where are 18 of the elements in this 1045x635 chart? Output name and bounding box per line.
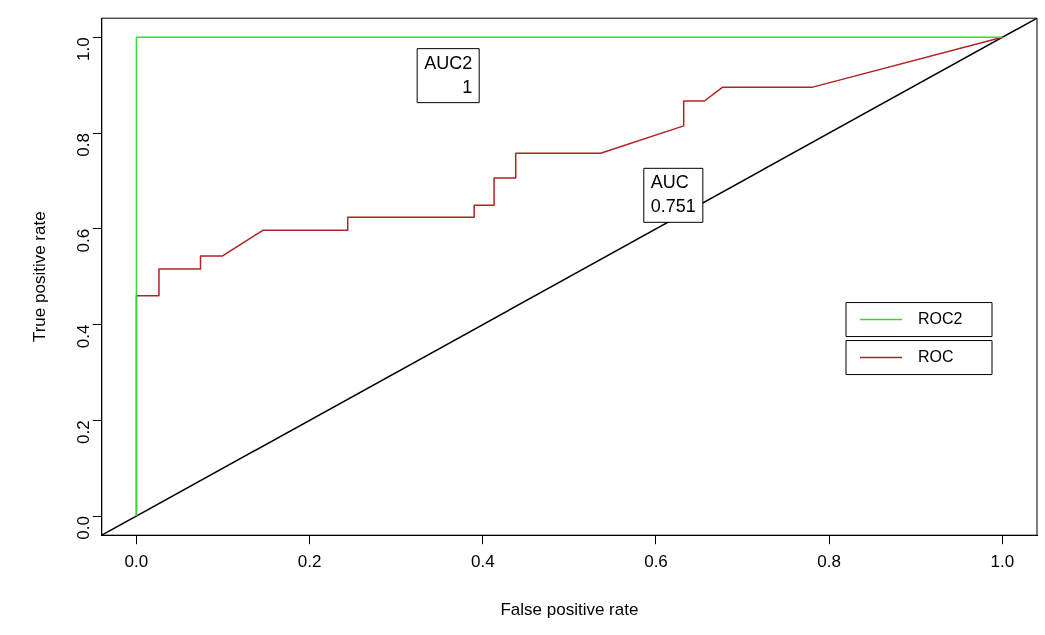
- x-tick-label: 0.2: [297, 552, 322, 572]
- y-tick-label: 0.8: [74, 133, 94, 157]
- y-tick-label: 0.6: [74, 228, 94, 253]
- x-tick-label: 0.4: [470, 552, 495, 572]
- y-tick-label: 0.0: [74, 516, 94, 540]
- annotation: AUC 0.751: [650, 172, 696, 217]
- y-tick-label: 1.0: [74, 37, 94, 61]
- x-tick-label: 0.8: [817, 552, 841, 572]
- annotation: AUC2 1: [424, 52, 473, 97]
- legend-label: ROC2: [918, 309, 963, 327]
- y-axis-title: True positive rate: [29, 211, 49, 343]
- y-tick-label: 0.2: [74, 420, 94, 444]
- x-tick-label: 0.0: [124, 552, 149, 572]
- x-tick-label: 0.6: [644, 552, 668, 572]
- x-tick-label: 1.0: [990, 552, 1015, 572]
- y-tick-label: 0.4: [74, 324, 94, 349]
- legend-label: ROC: [918, 347, 954, 365]
- x-axis-title: False positive rate: [500, 600, 639, 620]
